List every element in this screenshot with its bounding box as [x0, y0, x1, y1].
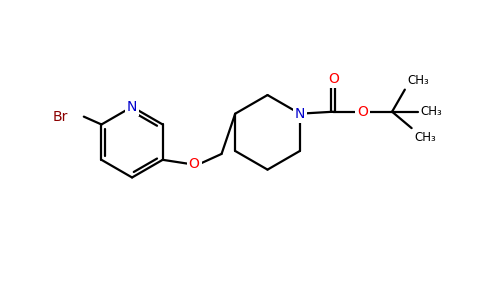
Text: O: O	[189, 157, 199, 171]
Text: O: O	[357, 105, 368, 119]
Text: CH₃: CH₃	[421, 105, 442, 118]
Text: CH₃: CH₃	[415, 131, 436, 144]
Text: N: N	[127, 100, 137, 114]
Text: N: N	[295, 107, 305, 121]
Text: Br: Br	[53, 110, 68, 124]
Text: O: O	[328, 72, 339, 86]
Text: CH₃: CH₃	[408, 74, 429, 87]
